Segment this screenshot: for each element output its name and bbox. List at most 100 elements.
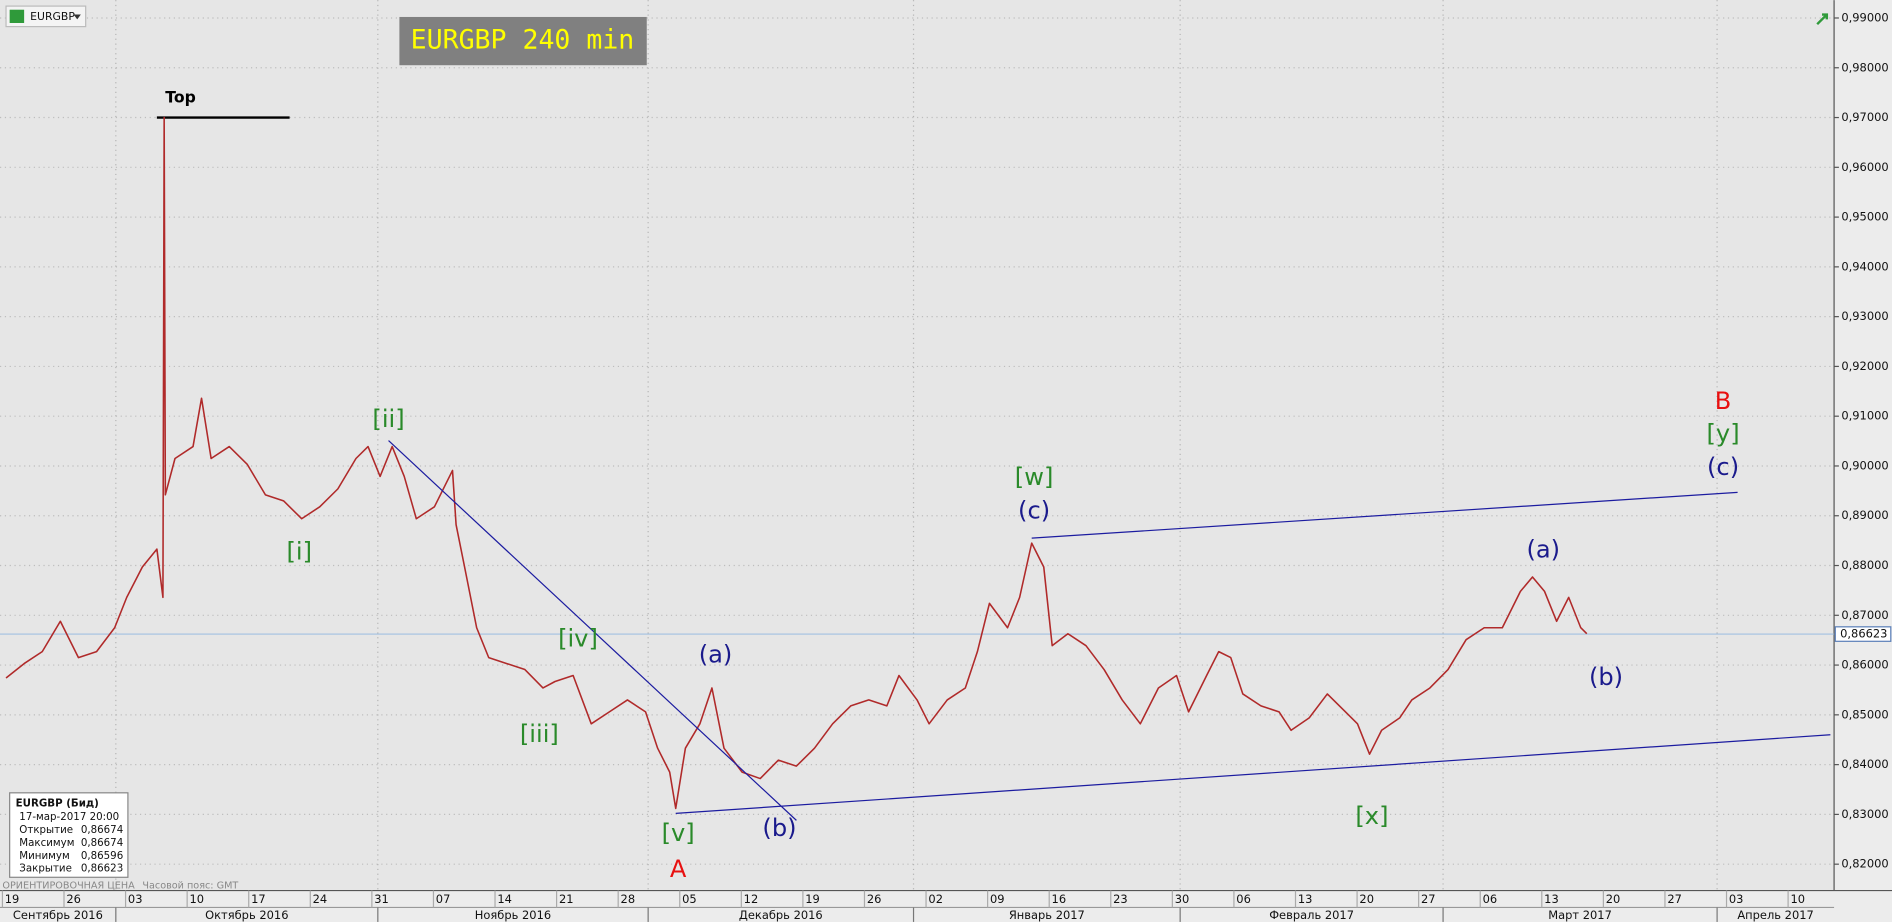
month-label: Апрель 2017 xyxy=(1737,908,1814,922)
info-time: 17-мар-2017 20:00 xyxy=(19,811,119,823)
x-tick-label: 10 xyxy=(190,892,205,906)
x-tick-label: 28 xyxy=(621,892,636,906)
trend-line xyxy=(675,734,1831,815)
title-box xyxy=(399,16,647,66)
y-tick-label: 0,97000 xyxy=(1841,110,1888,124)
x-tick-label: 31 xyxy=(374,892,389,906)
y-tick-label: 0,84000 xyxy=(1841,757,1888,771)
y-tick-label: 0,82000 xyxy=(1841,857,1888,871)
symbol-label[interactable]: EURGBP xyxy=(30,10,75,23)
x-tick-label: 14 xyxy=(497,892,512,906)
x-tick-label: 23 xyxy=(1113,892,1128,906)
y-tick-label: 0,96000 xyxy=(1841,160,1888,174)
x-tick-label: 03 xyxy=(128,892,143,906)
month-label: Сентябрь 2016 xyxy=(13,908,103,922)
trend-line xyxy=(1031,491,1738,539)
info-row-value: 0,86596 xyxy=(81,850,123,862)
chart-title: EURGBP 240 min xyxy=(411,25,635,56)
wave-label: [i] xyxy=(286,538,312,566)
month-label: Март 2017 xyxy=(1548,908,1612,922)
x-tick-label: 09 xyxy=(990,892,1005,906)
x-tick-label: 13 xyxy=(1544,892,1559,906)
month-label: Ноябрь 2016 xyxy=(475,908,551,922)
info-row-value: 0,86674 xyxy=(81,824,123,836)
x-tick-label: 26 xyxy=(867,892,882,906)
y-tick-label: 0,88000 xyxy=(1841,558,1888,572)
symbol-icon xyxy=(9,9,25,23)
plot: Top [i] [ii] [iii] [iv] [v] A (a) (b) [w] (c) [x] (a… xyxy=(0,88,1835,883)
wave-label: (b) xyxy=(1589,663,1623,691)
x-tick-label: 06 xyxy=(1236,892,1251,906)
x-tick-label: 16 xyxy=(1052,892,1067,906)
wave-label: [iv] xyxy=(558,625,598,653)
x-tick-label: 03 xyxy=(1729,892,1744,906)
wave-label: (c) xyxy=(1018,497,1050,525)
wave-label: (b) xyxy=(762,814,796,842)
current-price-label: 0,86623 xyxy=(1840,627,1887,641)
wave-label: [ii] xyxy=(372,405,404,433)
month-label: Февраль 2017 xyxy=(1269,908,1354,922)
dropdown-arrow[interactable] xyxy=(73,14,81,20)
y-tick-label: 0,94000 xyxy=(1841,259,1888,273)
x-tick-label: 26 xyxy=(66,892,81,906)
symbol-tab[interactable] xyxy=(5,5,87,28)
y-axis-panel xyxy=(1834,0,1892,891)
x-tick-label: 24 xyxy=(313,892,328,906)
info-rows: Открытие 0,86674 Максимум 0,86674 Минимум 0,8… xyxy=(19,824,123,874)
x-tick-label: 19 xyxy=(5,892,20,906)
wave-label: [x] xyxy=(1355,802,1388,830)
x-tick-label: 27 xyxy=(1421,892,1436,906)
current-price-box xyxy=(1834,626,1892,642)
wave-label: [iii] xyxy=(520,720,559,748)
grid xyxy=(0,0,1835,891)
x-tick-label: 20 xyxy=(1359,892,1374,906)
x-axis-panel xyxy=(0,890,1892,922)
y-tick-label: 0,86000 xyxy=(1841,658,1888,672)
wave-label: [w] xyxy=(1015,463,1054,491)
trend-icon[interactable] xyxy=(1816,13,1829,26)
wave-label: (a) xyxy=(699,640,733,668)
wave-label: [y] xyxy=(1707,419,1740,447)
month-label: Октябрь 2016 xyxy=(205,908,288,922)
x-tick-label: 10 xyxy=(1790,892,1805,906)
month-label: Январь 2017 xyxy=(1009,908,1085,922)
info-row-value: 0,86674 xyxy=(81,837,123,849)
info-row-label: Минимум xyxy=(19,850,69,862)
wave-label: [v] xyxy=(662,819,695,847)
y-tick-label: 0,91000 xyxy=(1841,409,1888,423)
y-tick-label: 0,95000 xyxy=(1841,210,1888,224)
x-tick-label: 06 xyxy=(1483,892,1498,906)
x-tick-label: 17 xyxy=(251,892,266,906)
y-tick-label: 0,93000 xyxy=(1841,309,1888,323)
price-line xyxy=(5,116,1588,810)
month-label: Декабрь 2016 xyxy=(739,908,823,922)
x-tick-label: 02 xyxy=(928,892,943,906)
top-level-label: Top xyxy=(165,88,196,107)
y-tick-label: 0,89000 xyxy=(1841,508,1888,522)
x-tick-label: 05 xyxy=(682,892,697,906)
info-row-label: Открытие xyxy=(19,824,73,836)
info-box xyxy=(9,792,129,878)
info-row-value: 0,86623 xyxy=(81,863,123,875)
wave-label: B xyxy=(1715,387,1732,415)
x-tick-label: 30 xyxy=(1175,892,1190,906)
y-tick-label: 0,99000 xyxy=(1841,10,1888,24)
footer-note: ОРИЕНТИРОВОЧНАЯ ЦЕНА xyxy=(2,881,135,892)
y-tick-label: 0,92000 xyxy=(1841,359,1888,373)
x-tick-label: 19 xyxy=(805,892,820,906)
x-tick-label: 13 xyxy=(1298,892,1313,906)
y-tick-label: 0,83000 xyxy=(1841,807,1888,821)
y-tick-label: 0,85000 xyxy=(1841,707,1888,721)
x-tick-label: 20 xyxy=(1606,892,1621,906)
info-row-label: Закрытие xyxy=(19,863,72,875)
trend-line xyxy=(388,440,797,821)
y-tick-label: 0,87000 xyxy=(1841,608,1888,622)
wave-label: (c) xyxy=(1707,453,1739,481)
info-title: EURGBP (Бид) xyxy=(16,798,99,810)
wave-label: A xyxy=(670,855,687,883)
info-row-label: Максимум xyxy=(19,837,74,849)
x-tick-label: 07 xyxy=(436,892,451,906)
